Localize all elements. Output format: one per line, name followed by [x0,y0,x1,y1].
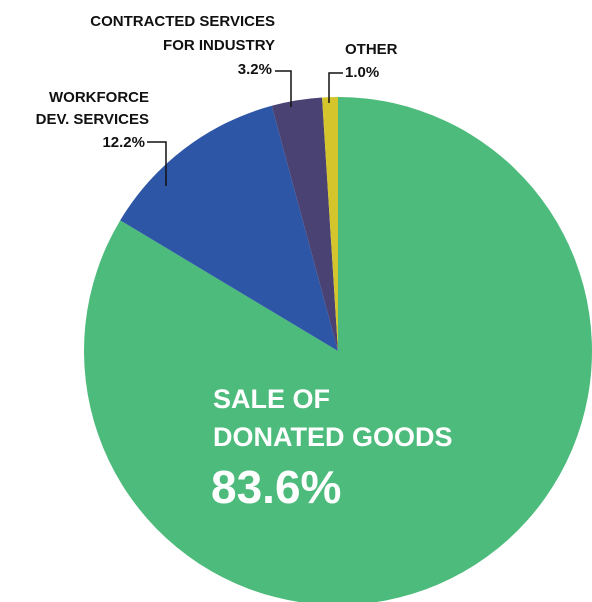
label-workforce-line1: WORKFORCE [49,89,149,106]
label-contracted-line2: FOR INDUSTRY [163,37,275,54]
pie-slices [84,97,592,602]
slice-workforce-dev-services [120,105,338,351]
label-workforce-line2: DEV. SERVICES [36,111,149,128]
leader-contracted [275,70,292,107]
leader-other [328,72,343,103]
label-other-value: 1.0% [345,64,379,81]
leader-workforce [147,141,167,186]
label-contracted-value: 3.2% [238,61,272,78]
label-sale-line2: DONATED GOODS [213,422,453,452]
label-workforce-value: 12.2% [102,134,145,151]
label-sale-value: 83.6% [211,461,341,513]
label-contracted-line1: CONTRACTED SERVICES [90,13,275,30]
label-sale-line1: SALE OF [213,384,330,414]
label-other-name: OTHER [345,41,398,58]
slice-sale-of-donated-goods [84,97,592,602]
slice-other [322,97,338,351]
slice-contracted-services [271,97,338,351]
